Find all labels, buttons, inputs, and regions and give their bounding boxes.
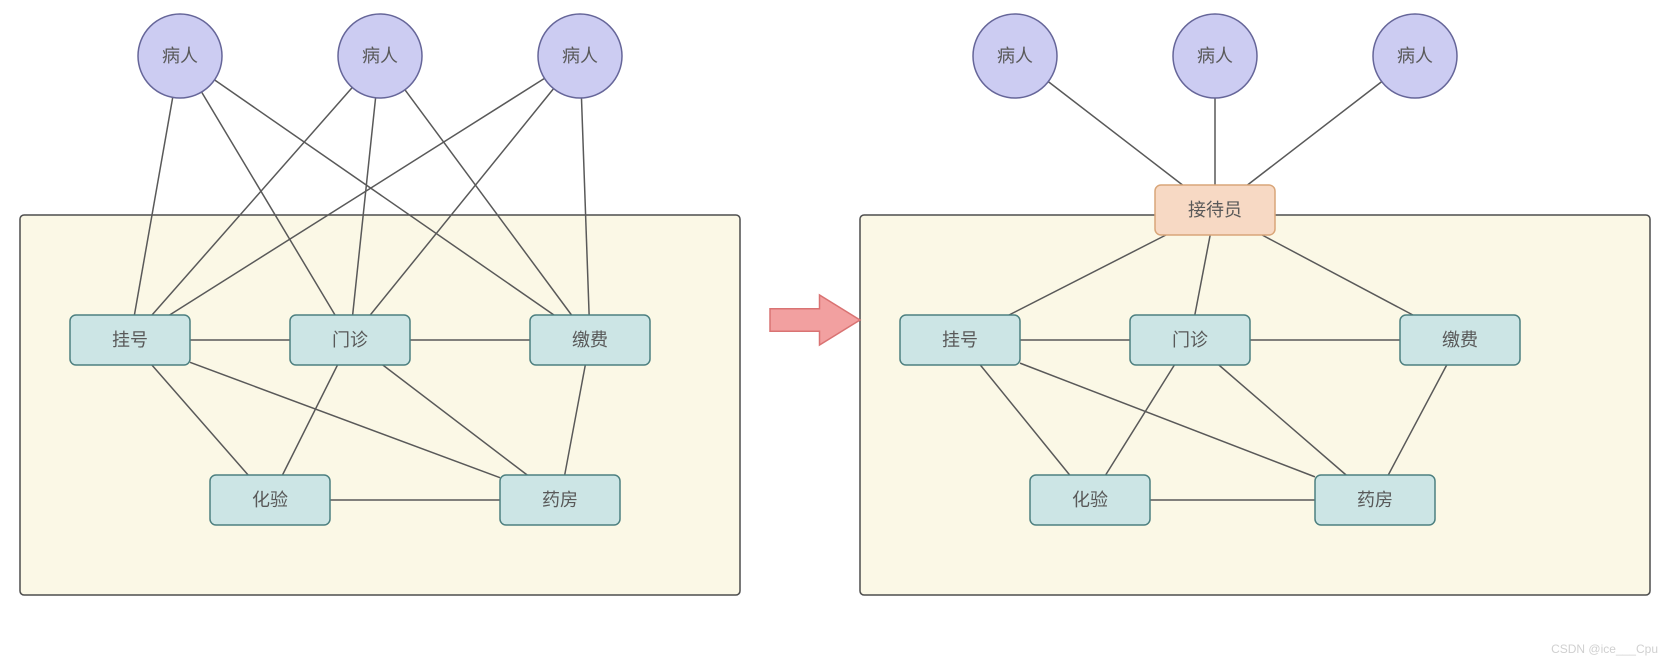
service-node: 化验 [210, 475, 330, 525]
service-node: 化验 [1030, 475, 1150, 525]
patient-node: 病人 [138, 14, 222, 98]
patient-node: 病人 [1373, 14, 1457, 98]
service-node: 药房 [1315, 475, 1435, 525]
node-label: 接待员 [1188, 200, 1242, 220]
node-label: 病人 [997, 46, 1033, 66]
transform-arrow [770, 295, 860, 345]
watermark-text: CSDN @ice___Cpu [1551, 642, 1658, 656]
node-label: 病人 [562, 46, 598, 66]
diagram-canvas: 病人 病人 病人挂号 门诊 缴费化验 药房 病人 病人 病人接待员挂号 门诊 缴费化验 药房 CSDN … [0, 0, 1674, 665]
node-label: 药房 [542, 490, 578, 510]
node-label: 化验 [1072, 490, 1108, 510]
node-label: 药房 [1357, 490, 1393, 510]
patient-node: 病人 [538, 14, 622, 98]
service-node: 门诊 [290, 315, 410, 365]
edge [1247, 82, 1381, 185]
service-node: 药房 [500, 475, 620, 525]
node-label: 门诊 [1172, 330, 1208, 350]
node-label: 病人 [162, 46, 198, 66]
service-node: 挂号 [900, 315, 1020, 365]
service-node: 缴费 [1400, 315, 1520, 365]
node-label: 病人 [1197, 46, 1233, 66]
node-label: 化验 [252, 490, 288, 510]
container-box [20, 215, 740, 595]
node-label: 门诊 [332, 330, 368, 350]
edge [1048, 82, 1182, 185]
node-label: 缴费 [1442, 330, 1478, 350]
patient-node: 病人 [338, 14, 422, 98]
node-label: 病人 [1397, 46, 1433, 66]
service-node: 挂号 [70, 315, 190, 365]
receptionist-node: 接待员 [1155, 185, 1275, 235]
node-label: 缴费 [572, 330, 608, 350]
node-label: 挂号 [942, 330, 978, 350]
diagram-block: 病人 病人 病人挂号 门诊 缴费化验 药房 [20, 14, 740, 595]
container-box [860, 215, 1650, 595]
node-label: 挂号 [112, 330, 148, 350]
node-label: 病人 [362, 46, 398, 66]
diagram-block: 病人 病人 病人接待员挂号 门诊 缴费化验 药房 [860, 14, 1650, 595]
service-node: 缴费 [530, 315, 650, 365]
service-node: 门诊 [1130, 315, 1250, 365]
patient-node: 病人 [973, 14, 1057, 98]
patient-node: 病人 [1173, 14, 1257, 98]
